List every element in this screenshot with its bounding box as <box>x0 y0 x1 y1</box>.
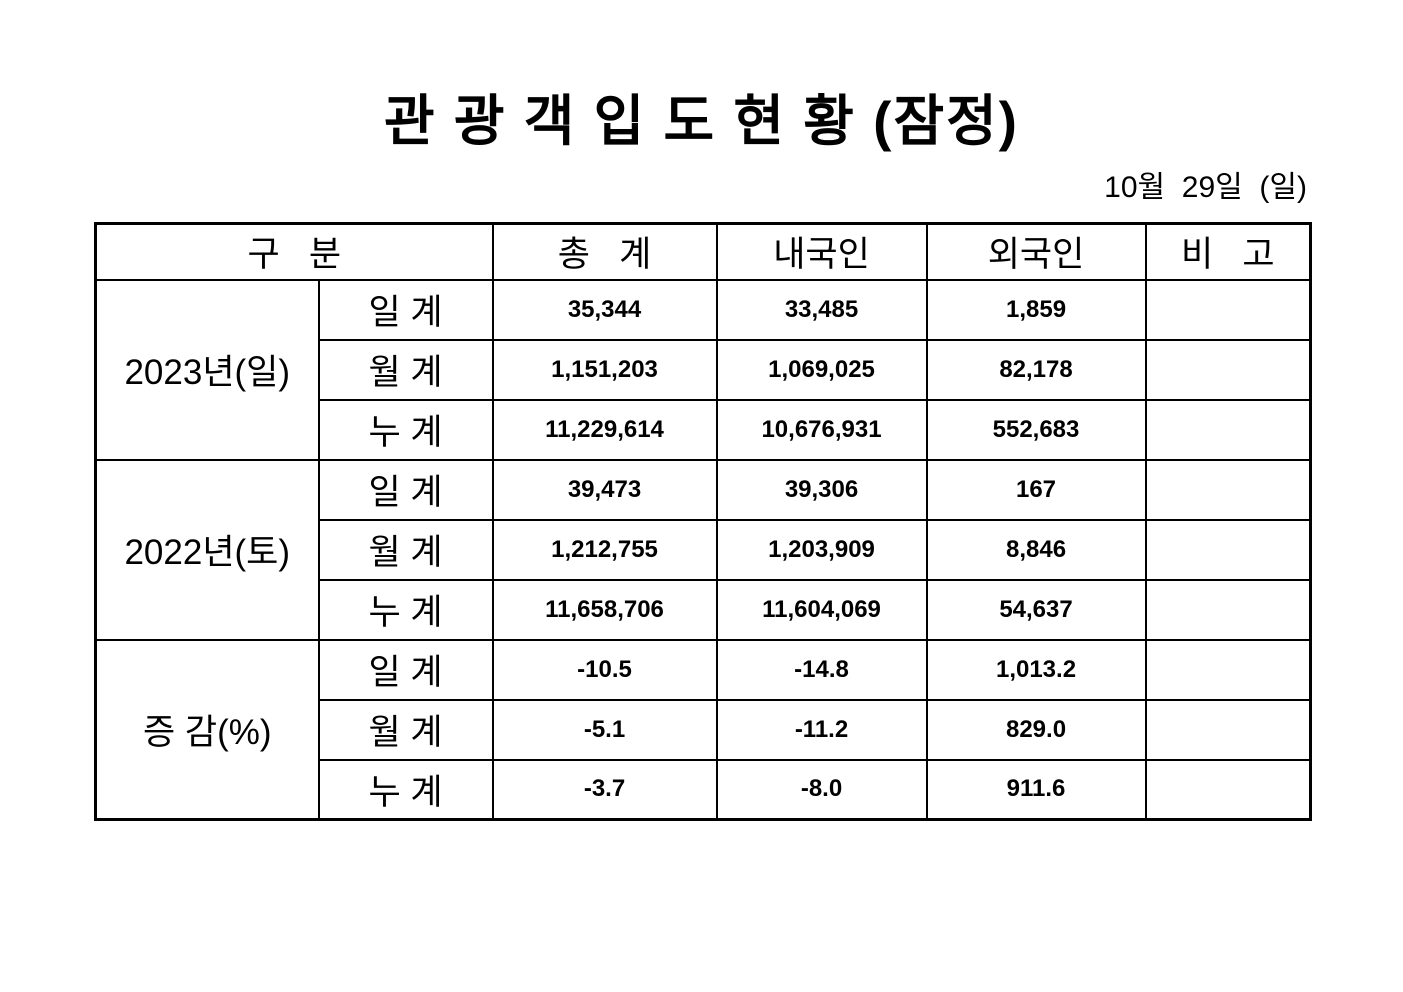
document-page: 관 광 객 입 도 현 황 (잠정) 10월 29일 (일) 구 분 총 계 내… <box>94 0 1313 821</box>
row-label: 누 계 <box>317 578 494 641</box>
row-label: 월 계 <box>317 338 494 401</box>
domestic-value: -11.2 <box>715 698 928 761</box>
header-remarks: 비 고 <box>1144 222 1312 281</box>
domestic-value: 11,604,069 <box>715 578 928 641</box>
remarks-value <box>1144 758 1312 821</box>
foreign-value: 8,846 <box>925 518 1147 581</box>
foreign-value: 54,637 <box>925 578 1147 641</box>
header-foreign: 외국인 <box>925 222 1147 281</box>
row-label: 누 계 <box>317 398 494 461</box>
domestic-value: 39,306 <box>715 458 928 521</box>
table-row: 월 계 1,151,203 1,069,025 82,178 <box>96 338 1312 401</box>
domestic-value: 10,676,931 <box>715 398 928 461</box>
foreign-value: 552,683 <box>925 398 1147 461</box>
remarks-value <box>1144 638 1312 701</box>
foreign-value: 1,013.2 <box>925 638 1147 701</box>
tourist-arrivals-table: 구 분 총 계 내국인 외국인 비 고 2023년(일) 일 계 35,344 … <box>94 222 1313 821</box>
row-label: 누 계 <box>317 758 494 821</box>
table-row: 월 계 -5.1 -11.2 829.0 <box>96 698 1312 761</box>
remarks-value <box>1144 518 1312 581</box>
domestic-value: 1,203,909 <box>715 518 928 581</box>
total-value: -5.1 <box>491 698 718 761</box>
group-label-2023: 2023년(일) <box>94 278 320 461</box>
domestic-value: -14.8 <box>715 638 928 701</box>
group-label-2022: 2022년(토) <box>94 458 320 641</box>
header-category: 구 분 <box>94 222 494 281</box>
total-value: 39,473 <box>491 458 718 521</box>
table-row: 증 감(%) 일 계 -10.5 -14.8 1,013.2 <box>94 638 1312 821</box>
group-label-change-pct: 증 감(%) <box>94 638 320 821</box>
domestic-value: 33,485 <box>715 278 928 341</box>
remarks-value <box>1144 578 1312 641</box>
remarks-value <box>1144 278 1312 341</box>
table-row: 누 계 11,658,706 11,604,069 54,637 <box>96 578 1312 641</box>
table-row: 누 계 -3.7 -8.0 911.6 <box>96 758 1312 821</box>
remarks-value <box>1144 698 1312 761</box>
row-label: 일 계 <box>317 638 494 701</box>
row-label: 월 계 <box>317 698 494 761</box>
remarks-value <box>1144 398 1312 461</box>
foreign-value: 1,859 <box>925 278 1147 341</box>
header-domestic: 내국인 <box>715 222 928 281</box>
foreign-value: 911.6 <box>925 758 1147 821</box>
total-value: -3.7 <box>491 758 718 821</box>
table-row: 2023년(일) 일 계 35,344 33,485 1,859 <box>94 278 1312 461</box>
remarks-value <box>1144 458 1312 521</box>
table-row: 누 계 11,229,614 10,676,931 552,683 <box>96 398 1312 461</box>
total-value: 11,229,614 <box>491 398 718 461</box>
domestic-value: 1,069,025 <box>715 338 928 401</box>
remarks-value <box>1144 338 1312 401</box>
foreign-value: 82,178 <box>925 338 1147 401</box>
total-value: 11,658,706 <box>491 578 718 641</box>
page-title: 관 광 객 입 도 현 황 (잠정) <box>384 90 1019 152</box>
table-header-row: 구 분 총 계 내국인 외국인 비 고 <box>94 222 1312 281</box>
row-label: 일 계 <box>317 278 494 341</box>
row-label: 월 계 <box>317 518 494 581</box>
domestic-value: -8.0 <box>715 758 928 821</box>
header-total: 총 계 <box>491 222 718 281</box>
table-row: 2022년(토) 일 계 39,473 39,306 167 <box>94 458 1312 641</box>
total-value: 35,344 <box>491 278 718 341</box>
report-date: 10월 29일 (일) <box>1104 171 1307 204</box>
row-label: 일 계 <box>317 458 494 521</box>
foreign-value: 167 <box>925 458 1147 521</box>
total-value: -10.5 <box>491 638 718 701</box>
total-value: 1,151,203 <box>491 338 718 401</box>
table-row: 월 계 1,212,755 1,203,909 8,846 <box>96 518 1312 581</box>
foreign-value: 829.0 <box>925 698 1147 761</box>
total-value: 1,212,755 <box>491 518 718 581</box>
